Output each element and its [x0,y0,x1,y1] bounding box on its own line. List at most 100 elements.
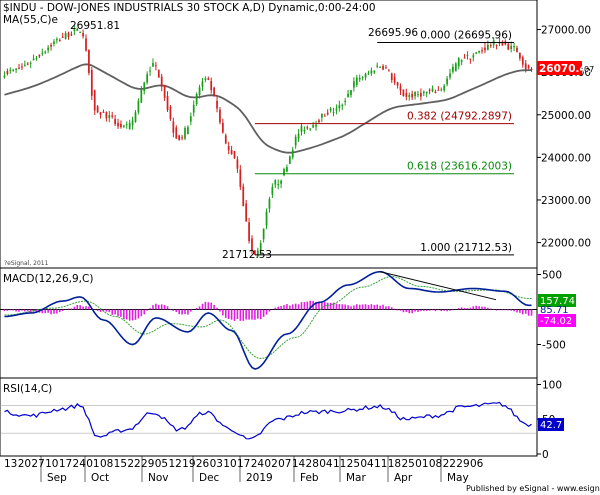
price-candle [224,133,227,145]
price-candle [140,86,143,103]
price-candle [38,54,41,59]
price-candle [44,50,47,55]
price-candle [41,48,44,56]
price-candle [160,73,163,92]
price-candle [274,179,277,189]
price-candle [341,103,344,111]
footer-credit: Published by eSignal - www.esignal.com [466,484,600,493]
price-candle [18,63,20,70]
price-candle [82,29,84,39]
price-candle [99,112,102,119]
x-tick-label: 10 [45,458,58,470]
svg-text:26070.43: 26070.43 [539,63,594,75]
price-panel-frame [0,0,538,269]
price-candle [519,52,521,61]
price-candle [146,71,149,85]
x-tick-label: 18 [388,458,401,470]
price-candle [379,66,381,68]
price-candle [198,84,201,99]
x-tick-label: 25 [401,458,414,470]
macd-line [4,270,532,370]
price-candle [370,67,373,77]
price-candle [454,62,457,72]
price-candle [21,63,23,70]
price-candle [283,167,285,177]
price-tick-label: 24000.00 [541,152,591,164]
price-candle [303,126,306,135]
price-y-axis: 27000.0026000.0025000.0024000.0023000.00… [537,25,591,250]
price-candle [251,235,253,254]
price-candle [239,165,242,191]
price-candle [361,76,364,81]
price-candle [390,72,393,83]
rsi-plot [0,401,537,440]
high-label: 26951.81 [70,20,120,32]
rsi-title: RSI(14,C) [3,383,52,395]
price-candle [265,208,268,230]
price-candle [443,84,446,93]
price-candle [510,41,513,53]
x-tick-label: 29 [141,458,154,470]
price-candle [408,92,411,101]
price-candle [175,125,178,139]
price-candle [446,76,448,87]
price-candle [382,64,384,71]
price-candle [102,109,105,113]
price-candle [61,32,64,38]
rsi-panel-frame [0,377,538,457]
price-candle [469,58,472,64]
x-month-label: Mar [346,472,366,484]
x-month-label: Nov [148,472,169,484]
price-candle [26,62,29,66]
price-candle [29,61,32,69]
price-candle [472,52,475,62]
price-candle [495,44,498,50]
price-candle [431,85,434,93]
price-candle [120,120,122,129]
price-candle [271,183,274,198]
macd-panel-frame [0,267,538,379]
price-candle [6,68,9,76]
x-month-label: Apr [394,472,413,484]
price-candle [277,179,280,190]
price-candle [434,89,437,94]
price-candle [440,87,443,92]
price-candle [460,59,463,66]
x-tick-label: 14 [292,458,306,470]
x-tick-label: 20 [18,458,31,470]
price-candle [58,38,61,42]
rsi-tick-label: 0 [542,449,549,461]
price-candle [111,111,114,119]
x-tick-label: 12 [168,458,181,470]
x-month-label: May [447,472,469,484]
rsi-line [4,401,532,440]
price-candle [321,113,323,123]
x-tick-label: 26 [196,458,210,470]
price-candle [50,42,52,51]
price-candle [201,77,204,91]
price-candle [114,114,116,126]
price-candle [507,41,510,51]
price-candle [117,118,119,129]
price-candle [481,47,483,54]
x-month-label: Dec [199,472,220,484]
macd-trendline [379,271,497,301]
price-candle [291,146,294,160]
price-candle [396,81,399,89]
price-candle [181,134,183,141]
x-tick-label: 17 [237,458,250,470]
ma-label: MA(55,C)e [3,14,58,26]
price-candle [312,122,315,129]
price-candle [64,31,67,40]
price-candle [15,68,17,74]
last-price-tag: 26070.43 07 [537,61,594,75]
price-candle [221,118,224,134]
price-candle [47,45,50,54]
price-candle [521,55,524,68]
price-candle [236,156,239,173]
price-candle [230,145,233,155]
price-candle [9,67,12,74]
ma-line [4,63,532,154]
price-candle [35,55,38,61]
